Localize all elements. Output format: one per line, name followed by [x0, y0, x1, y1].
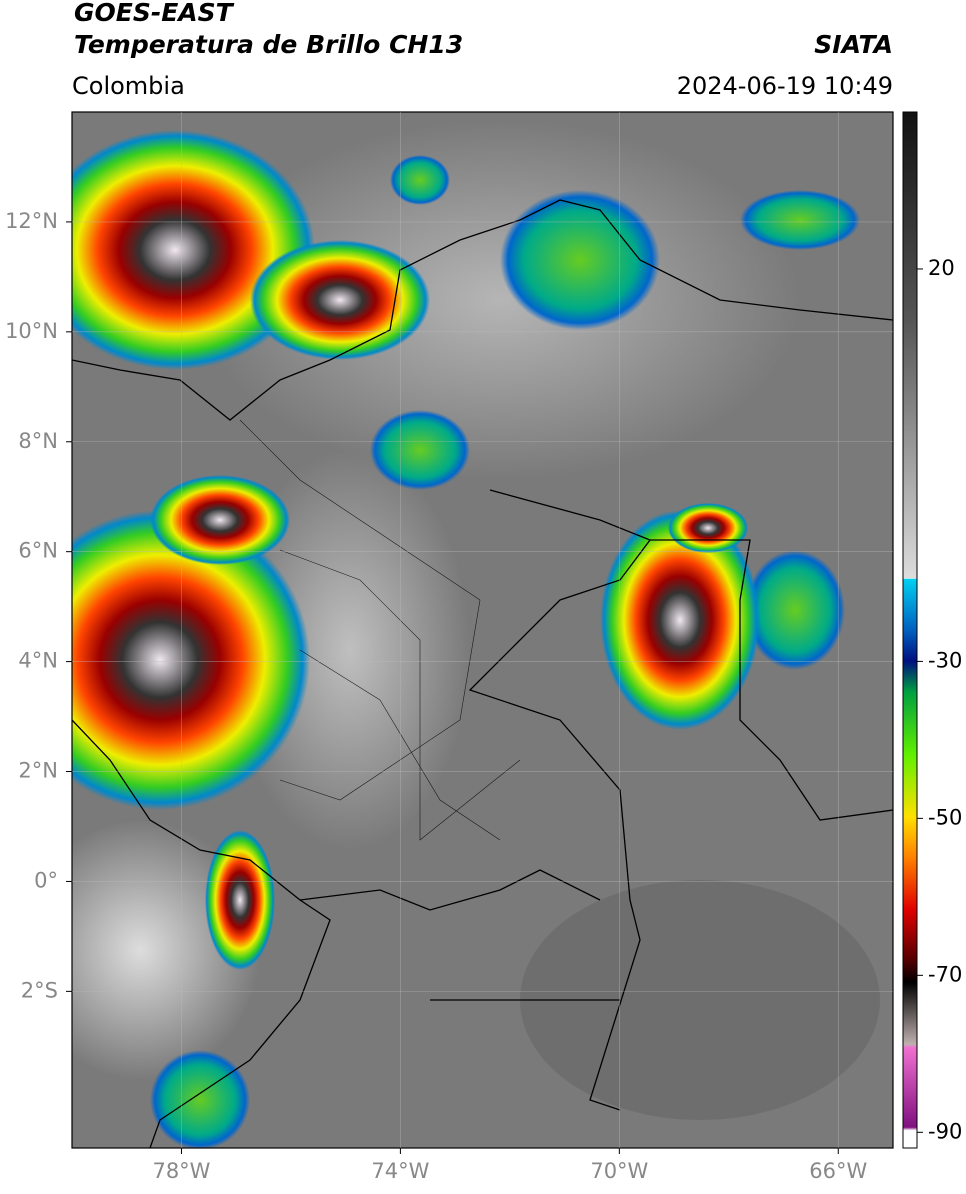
colorbar-label: -30 — [928, 648, 962, 672]
map-image — [72, 112, 893, 1148]
colorbar — [902, 111, 918, 1149]
x-tick-label: 70°W — [590, 1159, 648, 1183]
y-tick-label: 2°S — [21, 978, 58, 1002]
colorbar-label: 20 — [928, 256, 955, 280]
datetime: 2024-06-19 10:49 — [677, 72, 893, 100]
source: SIATA — [814, 30, 893, 59]
x-tick-label: 74°W — [371, 1159, 429, 1183]
y-tick-label: 12°N — [5, 209, 58, 233]
x-tick-label: 66°W — [809, 1159, 867, 1183]
y-tick-label: 10°N — [5, 319, 58, 343]
title: GOES-EAST — [74, 0, 235, 27]
map-frame — [71, 111, 894, 1149]
y-tick-label: 4°N — [18, 649, 58, 673]
y-tick-label: 8°N — [18, 429, 58, 453]
region: Colombia — [72, 72, 185, 100]
colorbar-label: -90 — [928, 1119, 962, 1143]
y-tick-label: 6°N — [18, 539, 58, 563]
colorbar-label: -50 — [928, 805, 962, 829]
x-tick-label: 78°W — [152, 1159, 210, 1183]
colorbar-label: -70 — [928, 962, 962, 986]
y-tick-label: 2°N — [18, 759, 58, 783]
subtitle: Temperatura de Brillo CH13 — [74, 30, 463, 59]
y-tick-label: 0° — [34, 868, 58, 892]
